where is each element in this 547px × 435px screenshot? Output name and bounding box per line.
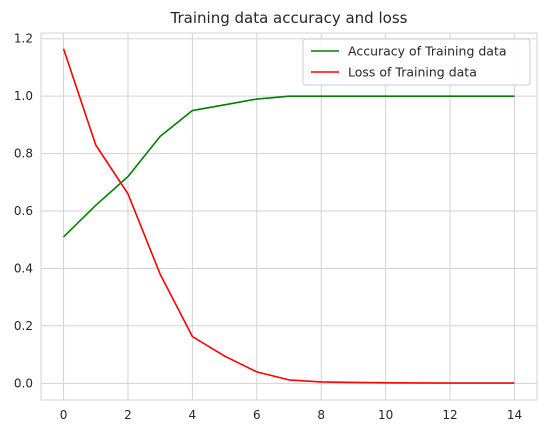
x-tick-label: 6	[253, 408, 261, 422]
y-tick-label: 1.0	[14, 89, 33, 103]
series-line-1	[62, 48, 515, 384]
x-tick-label: 12	[442, 408, 457, 422]
x-tick-label: 0	[60, 408, 68, 422]
x-tick-label: 14	[507, 408, 522, 422]
y-tick-label: 0.6	[14, 204, 33, 218]
plot-frame	[40, 32, 538, 401]
x-tick-label: 10	[378, 408, 393, 422]
legend-label: Accuracy of Training data	[348, 44, 507, 59]
y-tick-label: 0.4	[14, 261, 33, 275]
x-tick-label: 2	[124, 408, 132, 422]
x-tick-label: 4	[189, 408, 197, 422]
legend-box	[302, 38, 531, 86]
y-tick-label: 0.2	[14, 319, 33, 333]
tick-labels: 0 2 4 6 8 10 12 14 0.0 0.2 0.4 0.6 0.8 1.0 1.2	[14, 32, 522, 422]
series-line-0	[62, 95, 515, 238]
legend-label: Loss of Training data	[348, 65, 477, 80]
y-tick-label: 0.8	[14, 147, 33, 161]
series-layer	[62, 48, 515, 384]
grid	[40, 32, 538, 401]
y-tick-label: 1.2	[14, 32, 33, 46]
y-tick-label: 0.0	[14, 376, 33, 390]
x-tick-label: 8	[317, 408, 325, 422]
legend: Accuracy of Training data Loss of Trainin…	[302, 38, 531, 86]
chart-title: Training data accuracy and loss	[170, 9, 408, 27]
